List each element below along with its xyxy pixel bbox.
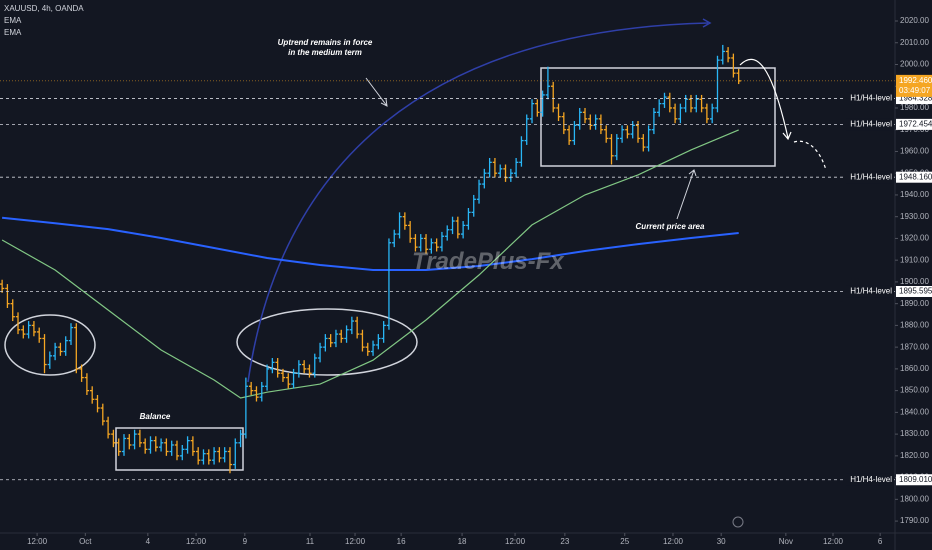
chart-title: XAUUSD, 4h, OANDA [4, 4, 84, 13]
y-tick-label: 1910.00 [900, 255, 929, 264]
y-tick-label: 1960.00 [900, 147, 929, 156]
x-tick-label: 18 [458, 537, 467, 546]
level-label: H1/H4-level [850, 172, 892, 181]
price-tag [896, 171, 932, 183]
x-tick-label: 23 [560, 537, 569, 546]
countdown: 03:49:07 [899, 86, 931, 95]
price-tag [896, 474, 932, 486]
consolidation-ellipse [236, 308, 418, 376]
y-tick-label: 2000.00 [900, 60, 929, 69]
y-tick-label: 2010.00 [900, 38, 929, 47]
y-tick-label: 1830.00 [900, 429, 929, 438]
watermark: TradePlus-Fx [412, 248, 564, 275]
x-tick-label: 12:00 [27, 537, 48, 546]
level-label-bg [846, 92, 892, 105]
legend-entry: EMA [4, 16, 22, 25]
ema-line [1, 129, 739, 399]
x-tick-label: 12:00 [345, 537, 366, 546]
price-tag-label: 1895.595 [899, 287, 932, 296]
y-tick-label: 1860.00 [900, 364, 929, 373]
note-arrow [365, 77, 388, 107]
y-tick-label: 1930.00 [900, 212, 929, 221]
x-tick-label: 16 [397, 537, 406, 546]
last-price-label: 1992.460 [899, 76, 932, 85]
x-tick-label: 12:00 [663, 537, 684, 546]
y-tick-label: 1980.00 [900, 103, 929, 112]
level-label: H1/H4-level [850, 119, 892, 128]
x-tick-label: 11 [306, 537, 315, 546]
level-label: H1/H4-level [850, 287, 892, 296]
x-tick-label: 25 [620, 537, 629, 546]
x-tick-label: 6 [878, 537, 883, 546]
level-label: H1/H4-level [850, 475, 892, 484]
annotation: Uptrend remains in force in the medium t… [277, 38, 373, 57]
annotation: Current price area [635, 222, 705, 231]
price-tag-label: 1984.328 [899, 94, 932, 103]
x-tick-label: Nov [779, 537, 793, 546]
balance-box [115, 427, 244, 471]
y-tick-label: 1790.00 [900, 516, 929, 525]
y-tick-label: 1850.00 [900, 386, 929, 395]
level-label-bg [846, 473, 892, 486]
y-tick-label: 1870.00 [900, 342, 929, 351]
y-tick-label: 1800.00 [900, 494, 929, 503]
projection-arrow [793, 140, 827, 171]
price-tag [896, 118, 932, 130]
x-tick-label: 4 [146, 537, 151, 546]
y-tick-label: 1880.00 [900, 321, 929, 330]
x-tick-label: 12:00 [823, 537, 844, 546]
ema-lines [1, 129, 739, 399]
level-label-bg [846, 118, 892, 131]
consolidation-ellipse [4, 314, 96, 376]
trend-arc [247, 22, 709, 383]
price-tag-label: 1972.454 [899, 119, 932, 128]
y-tick-label: 1820.00 [900, 451, 929, 460]
y-tick-label: 1890.00 [900, 299, 929, 308]
x-tick-label: 9 [243, 537, 248, 546]
legend-entry: EMA [4, 28, 22, 37]
last-price-tag [896, 74, 932, 97]
x-tick-label: 12:00 [505, 537, 526, 546]
y-tick-label: 1920.00 [900, 234, 929, 243]
alert-icon [732, 516, 744, 528]
annotation: Balance [139, 412, 171, 421]
level-label: H1/H4-level [850, 94, 892, 103]
ema-line [1, 216, 739, 271]
price-tag [896, 93, 932, 105]
levels: H1/H4-level 1984.328 H1/H4-level 1972.454 H1… [0, 74, 932, 486]
x-tick-label: 12:00 [186, 537, 207, 546]
level-label-bg [846, 171, 892, 184]
x-tick-label: Oct [79, 537, 92, 546]
y-tick-label: 1940.00 [900, 190, 929, 199]
price-tag-label: 1809.010 [899, 475, 932, 484]
price-tag [896, 285, 932, 297]
x-tick-label: 30 [717, 537, 726, 546]
arrow-head [702, 18, 712, 28]
projection-arrow [739, 58, 792, 141]
level-label-bg [846, 285, 892, 298]
y-tick-label: 2020.00 [900, 16, 929, 25]
y-tick-label: 1840.00 [900, 407, 929, 416]
price-bars [0, 44, 741, 474]
y-tick-label: 1900.00 [900, 277, 929, 286]
note-arrow [676, 169, 697, 220]
drawings [4, 18, 827, 528]
price-tag-label: 1948.160 [899, 172, 932, 181]
